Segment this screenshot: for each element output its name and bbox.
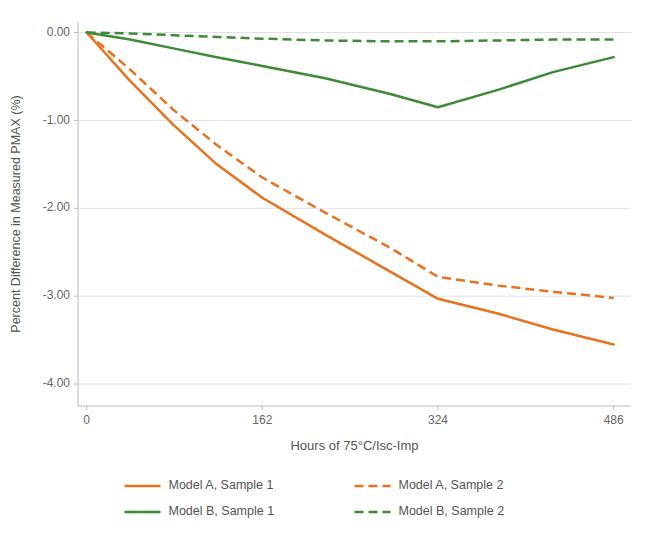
y-tick bbox=[74, 32, 78, 33]
grid-line bbox=[78, 208, 631, 209]
y-tick-label: -1.00 bbox=[43, 113, 71, 127]
x-tick-label: 162 bbox=[252, 413, 272, 427]
y-tick-label: -3.00 bbox=[43, 288, 71, 302]
legend: Model A, Sample 1 Model A, Sample 2 Model … bbox=[125, 478, 505, 518]
x-tick-label: 324 bbox=[428, 413, 448, 427]
grid bbox=[78, 33, 631, 384]
grid-line bbox=[78, 120, 631, 121]
legend-swatch bbox=[125, 511, 161, 514]
chart: 0.00 -1.00 -2.00 -3.00 -4.00 0 162 324 486 Hours … bbox=[0, 0, 653, 556]
x-tick bbox=[613, 406, 614, 410]
grid-line bbox=[78, 32, 631, 33]
x-axis-line bbox=[78, 406, 631, 407]
legend-label: Model B, Sample 1 bbox=[169, 504, 275, 518]
x-axis-label: Hours of 75°C/Isc-Imp bbox=[290, 438, 418, 453]
legend-label: Model A, Sample 2 bbox=[399, 478, 504, 492]
x-tick bbox=[86, 406, 87, 410]
lines bbox=[87, 33, 614, 345]
x-tick-label: 0 bbox=[83, 413, 90, 427]
y-tick-label: 0.00 bbox=[47, 25, 71, 39]
x-tick-label: 486 bbox=[604, 413, 624, 427]
series-line bbox=[87, 33, 614, 108]
y-axis-line bbox=[78, 22, 79, 406]
series-line bbox=[87, 33, 614, 298]
y-tick-label: -4.00 bbox=[43, 376, 71, 390]
x-tick bbox=[437, 406, 438, 410]
grid-line bbox=[78, 296, 631, 297]
y-tick-label: -2.00 bbox=[43, 200, 71, 214]
series-line bbox=[87, 33, 614, 345]
legend-swatch bbox=[125, 485, 161, 488]
x-tick bbox=[262, 406, 263, 410]
legend-swatch bbox=[355, 485, 391, 488]
y-tick bbox=[74, 208, 78, 209]
y-axis-label: Percent Difference in Measured PMAX (%) bbox=[9, 95, 23, 332]
y-tick bbox=[74, 120, 78, 121]
y-tick bbox=[74, 384, 78, 385]
grid-line bbox=[78, 384, 631, 385]
legend-label: Model A, Sample 1 bbox=[169, 478, 274, 492]
legend-swatch bbox=[355, 511, 391, 514]
y-tick bbox=[74, 296, 78, 297]
legend-label: Model B, Sample 2 bbox=[399, 504, 505, 518]
axes: 0.00 -1.00 -2.00 -3.00 -4.00 0 162 324 486 bbox=[43, 22, 631, 427]
series-line bbox=[87, 33, 614, 42]
